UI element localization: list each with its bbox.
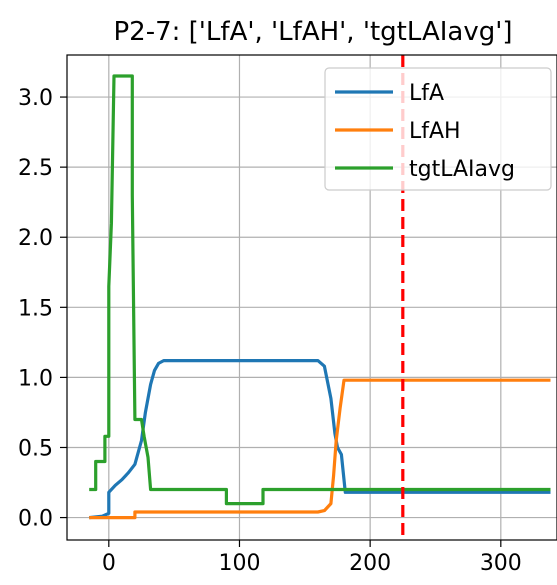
y-tick-label: 3.0 xyxy=(18,86,53,111)
series-group xyxy=(89,74,551,520)
x-tick-label: 0 xyxy=(102,551,116,576)
legend-label: tgtLAIavg xyxy=(409,157,515,182)
series-line-lfah xyxy=(89,378,551,520)
x-tick-label: 200 xyxy=(349,551,391,576)
legend: LfA LfAH tgtLAIavg xyxy=(324,67,552,191)
series-line-tgtlaiavg xyxy=(89,74,551,506)
y-tick-label: 1.5 xyxy=(18,296,53,321)
y-tick-label: 0.5 xyxy=(18,436,53,461)
y-tick-label: 0.0 xyxy=(18,507,53,532)
y-tick-label: 2.5 xyxy=(18,156,53,181)
axis-ticks: 0 100 200 300 0.0 0.5 1.0 1.5 2.0 2.5 3.0 xyxy=(18,86,522,576)
x-tick-label: 100 xyxy=(218,551,260,576)
series-line-lfa xyxy=(89,359,551,520)
legend-box xyxy=(324,67,552,191)
chart-title: P2-7: ['LfA', 'LfAH', 'tgtLAIavg'] xyxy=(113,17,512,47)
legend-label: LfA xyxy=(409,81,444,106)
x-tick-label: 300 xyxy=(480,551,522,576)
y-tick-label: 1.0 xyxy=(18,366,53,391)
y-tick-label: 2.0 xyxy=(18,226,53,251)
plot-frame xyxy=(66,54,557,541)
legend-label: LfAH xyxy=(409,119,461,144)
